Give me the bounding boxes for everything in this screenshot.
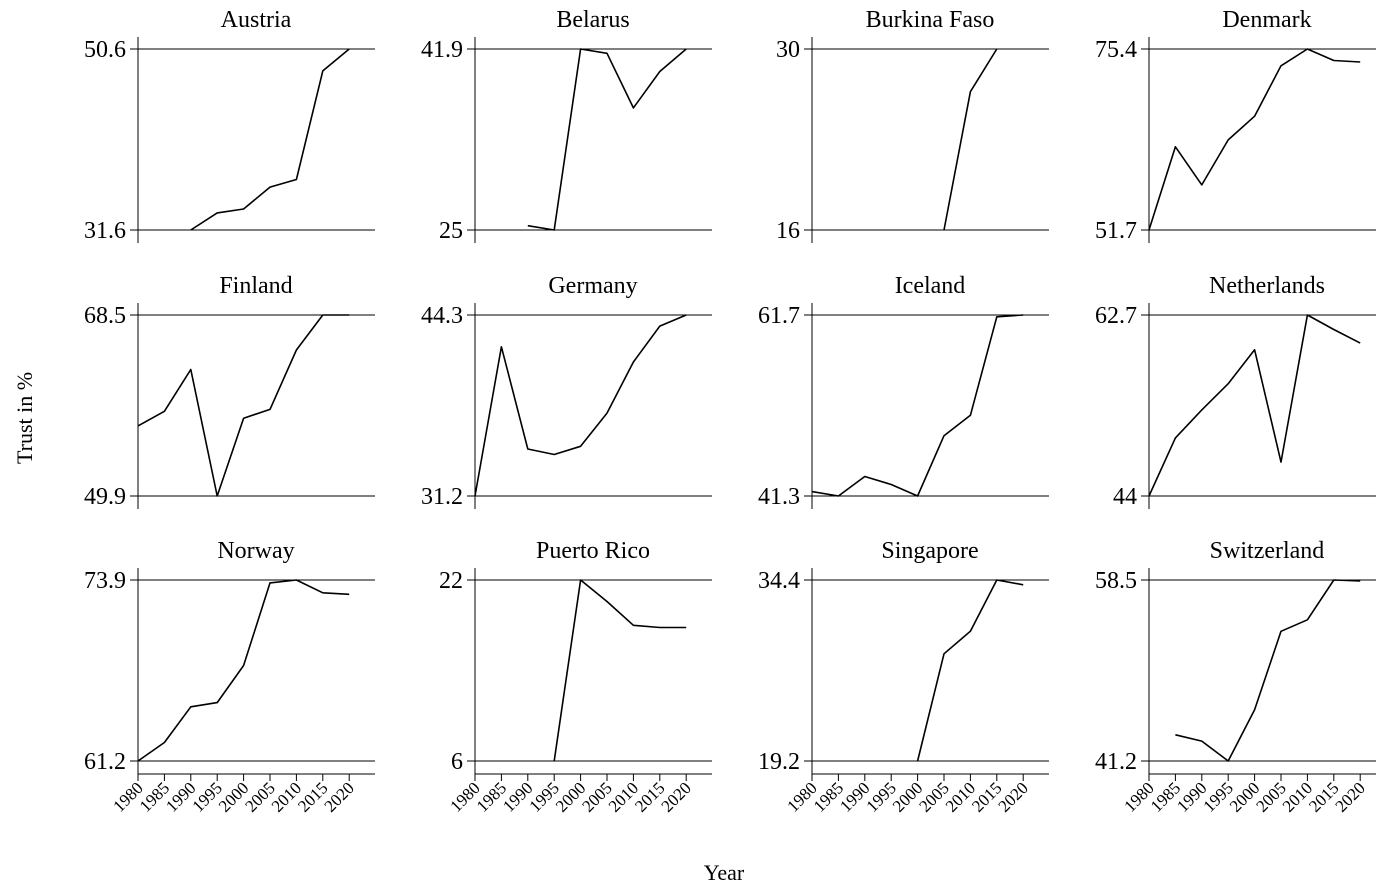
series-line [1148, 314, 1361, 497]
panel-netherlands: Netherlands 62.7 44 [1095, 273, 1376, 510]
y-tick-label: 75.4 [1095, 37, 1137, 63]
x-tick-label: 2020 [995, 778, 1032, 815]
y-tick-label: 34.4 [758, 568, 800, 594]
series-line [916, 579, 1024, 762]
panel-finland: Finland 68.5 49.9 [84, 273, 375, 510]
panel-iceland: Iceland 61.7 41.3 [758, 273, 1049, 510]
y-tick-label: 50.6 [84, 37, 126, 63]
y-tick-label: 62.7 [1095, 303, 1137, 329]
x-tick-label: 2020 [321, 778, 358, 815]
panel-belarus: Belarus 41.9 25 [421, 7, 712, 244]
panel-burkina-faso: Burkina Faso 30 16 [776, 7, 1049, 244]
panel-puerto-rico: Puerto Rico22619801985199019952000200520… [439, 538, 712, 816]
panel-title: Denmark [1222, 7, 1311, 33]
series-line [137, 314, 350, 497]
panel-title: Singapore [881, 538, 978, 564]
panel-singapore: Singapore34.419.219801985199019952000200… [758, 538, 1049, 816]
y-tick-label: 31.6 [84, 218, 126, 244]
y-tick-label: 49.9 [84, 484, 126, 510]
y-tick-label: 44 [1113, 484, 1137, 510]
series-line [1175, 579, 1361, 762]
series-line [811, 314, 1024, 497]
y-axis-label: Trust in % [12, 372, 37, 464]
panel-title: Finland [219, 273, 292, 299]
y-tick-label: 58.5 [1095, 568, 1137, 594]
panel-title: Belarus [556, 7, 629, 33]
y-tick-label: 30 [776, 37, 800, 63]
panel-title: Germany [548, 273, 637, 299]
panel-title: Netherlands [1209, 273, 1325, 299]
y-tick-label: 19.2 [758, 749, 800, 775]
panel-austria: Austria 50.6 31.6 [84, 7, 375, 244]
y-tick-label: 73.9 [84, 568, 126, 594]
panel-title: Burkina Faso [866, 7, 995, 33]
y-tick-label: 51.7 [1095, 218, 1137, 244]
panel-norway: Norway73.961.219801985199019952000200520… [84, 538, 375, 816]
y-tick-label: 6 [451, 749, 463, 775]
panel-switzerland: Switzerland58.541.2198019851990199520002… [1095, 538, 1376, 816]
x-axis-label: Year [704, 860, 745, 885]
x-tick-label: 2020 [658, 778, 695, 815]
series-line [137, 579, 350, 762]
y-tick-label: 16 [776, 218, 800, 244]
panel-germany: Germany 44.3 31.2 [421, 273, 712, 510]
y-tick-label: 61.2 [84, 749, 126, 775]
y-tick-label: 22 [439, 568, 463, 594]
panel-title: Austria [221, 7, 292, 33]
panel-title: Iceland [895, 273, 966, 299]
series-line [1148, 48, 1361, 231]
panel-grid: Austria 50.6 31.6 Belarus 41.9 25 Burkina Faso… [84, 7, 1376, 816]
y-tick-label: 41.3 [758, 484, 800, 510]
panel-title: Norway [217, 538, 294, 564]
series-line [553, 579, 687, 762]
panel-denmark: Denmark 75.4 51.7 [1095, 7, 1376, 244]
series-line [527, 48, 687, 231]
y-tick-label: 68.5 [84, 303, 126, 329]
y-tick-label: 41.2 [1095, 749, 1137, 775]
x-tick-label: 2020 [1332, 778, 1369, 815]
panel-title: Puerto Rico [536, 538, 650, 564]
y-tick-label: 44.3 [421, 303, 463, 329]
y-tick-label: 25 [439, 218, 463, 244]
y-tick-label: 61.7 [758, 303, 800, 329]
series-line [474, 314, 687, 497]
series-line [943, 48, 998, 231]
panel-title: Switzerland [1210, 538, 1325, 564]
series-line [190, 48, 350, 231]
y-tick-label: 31.2 [421, 484, 463, 510]
y-tick-label: 41.9 [421, 37, 463, 63]
